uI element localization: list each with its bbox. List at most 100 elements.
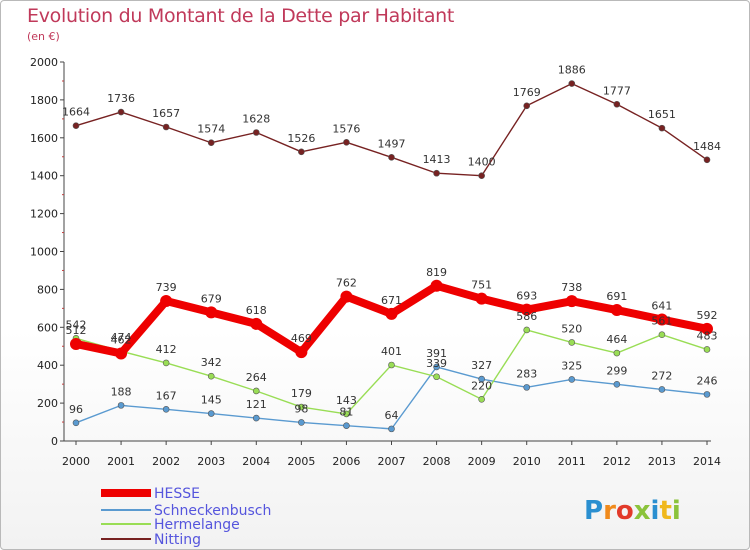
x-tick-label: 2003 bbox=[197, 455, 225, 468]
data-label: 512 bbox=[66, 324, 87, 337]
data-label: 819 bbox=[426, 266, 447, 279]
data-label: 264 bbox=[246, 371, 267, 384]
x-tick-label: 2006 bbox=[332, 455, 360, 468]
data-point bbox=[117, 402, 125, 409]
x-tick-label: 2008 bbox=[423, 455, 451, 468]
data-point bbox=[433, 373, 440, 381]
data-point bbox=[701, 322, 713, 335]
data-point bbox=[655, 313, 668, 326]
data-point bbox=[613, 100, 621, 108]
x-tick-label: 2000 bbox=[62, 455, 90, 468]
data-label: 272 bbox=[651, 369, 672, 382]
data-point bbox=[343, 422, 350, 429]
data-label: 412 bbox=[156, 343, 177, 356]
data-point bbox=[568, 376, 576, 383]
y-tick-label: 400 bbox=[37, 359, 58, 372]
data-label: 1576 bbox=[332, 122, 360, 135]
data-label: 179 bbox=[291, 387, 312, 400]
data-point bbox=[385, 307, 398, 320]
data-point bbox=[250, 317, 263, 330]
data-label: 462 bbox=[111, 333, 132, 346]
data-point bbox=[565, 295, 578, 308]
data-label: 96 bbox=[69, 403, 83, 416]
data-label: 542 bbox=[66, 318, 87, 331]
x-tick-label: 2007 bbox=[378, 455, 406, 468]
data-label: 1413 bbox=[423, 153, 451, 166]
data-label: 391 bbox=[426, 347, 447, 360]
data-label: 469 bbox=[291, 332, 312, 345]
y-tick-label: 1200 bbox=[30, 208, 58, 221]
data-label: 246 bbox=[697, 374, 718, 387]
data-point bbox=[613, 349, 621, 357]
data-point bbox=[207, 372, 215, 380]
data-point bbox=[523, 326, 531, 334]
brand-text: Proxiti bbox=[584, 496, 681, 526]
data-point bbox=[658, 124, 666, 132]
data-point bbox=[523, 384, 531, 391]
data-label: 474 bbox=[111, 331, 132, 344]
data-label: 1526 bbox=[287, 132, 315, 145]
data-label: 671 bbox=[381, 294, 402, 307]
data-label: 1651 bbox=[648, 108, 676, 121]
data-point bbox=[388, 425, 395, 433]
data-point bbox=[703, 346, 711, 353]
data-point bbox=[252, 129, 260, 136]
data-point bbox=[568, 339, 576, 346]
data-point bbox=[388, 361, 395, 369]
data-label: 339 bbox=[426, 357, 447, 370]
x-tick-label: 2012 bbox=[603, 455, 631, 468]
x-tick-label: 2001 bbox=[107, 455, 135, 468]
x-tick-label: 2005 bbox=[287, 455, 315, 468]
x-tick-label: 2002 bbox=[152, 455, 180, 468]
data-point bbox=[252, 387, 260, 395]
data-label: 1886 bbox=[558, 64, 586, 77]
data-label: 586 bbox=[516, 310, 537, 323]
data-label: 64 bbox=[385, 409, 399, 422]
y-tick-label: 0 bbox=[51, 435, 58, 448]
data-point bbox=[162, 406, 170, 413]
data-point bbox=[478, 375, 485, 383]
data-point bbox=[610, 304, 623, 317]
brand-logo: Proxiti bbox=[584, 496, 681, 526]
data-label: 81 bbox=[339, 406, 353, 419]
data-label: 167 bbox=[156, 389, 177, 402]
data-point bbox=[207, 139, 215, 147]
data-label: 342 bbox=[201, 356, 222, 369]
data-label: 641 bbox=[651, 300, 672, 313]
x-tick-label: 2009 bbox=[468, 455, 496, 468]
data-point bbox=[343, 410, 350, 418]
x-tick-label: 2014 bbox=[693, 455, 721, 468]
data-point bbox=[523, 102, 531, 110]
data-point bbox=[478, 172, 485, 179]
x-tick-label: 2010 bbox=[513, 455, 541, 468]
data-label: 283 bbox=[516, 367, 537, 380]
data-point bbox=[160, 294, 173, 307]
data-label: 220 bbox=[471, 379, 492, 392]
y-tick-label: 1400 bbox=[30, 170, 58, 183]
data-point bbox=[388, 154, 395, 161]
data-point bbox=[343, 139, 350, 146]
y-tick-label: 1600 bbox=[30, 132, 58, 145]
data-label: 739 bbox=[156, 281, 177, 294]
data-point bbox=[115, 347, 128, 360]
data-label: 143 bbox=[336, 394, 357, 407]
data-point bbox=[205, 306, 218, 319]
data-point bbox=[475, 292, 488, 305]
data-point bbox=[478, 396, 485, 403]
data-point bbox=[298, 148, 305, 156]
data-label: 751 bbox=[471, 279, 492, 292]
y-tick-label: 600 bbox=[37, 321, 58, 334]
data-point bbox=[433, 363, 440, 371]
legend-label: Nitting bbox=[154, 532, 201, 548]
legend-label: HESSE bbox=[154, 486, 200, 502]
data-point bbox=[658, 386, 666, 393]
data-point bbox=[70, 337, 82, 350]
data-point bbox=[613, 381, 621, 388]
data-point bbox=[430, 279, 443, 292]
series-line-nitting bbox=[75, 82, 708, 177]
data-label: 693 bbox=[516, 290, 537, 303]
data-label: 1777 bbox=[603, 84, 631, 97]
data-point bbox=[298, 403, 305, 411]
